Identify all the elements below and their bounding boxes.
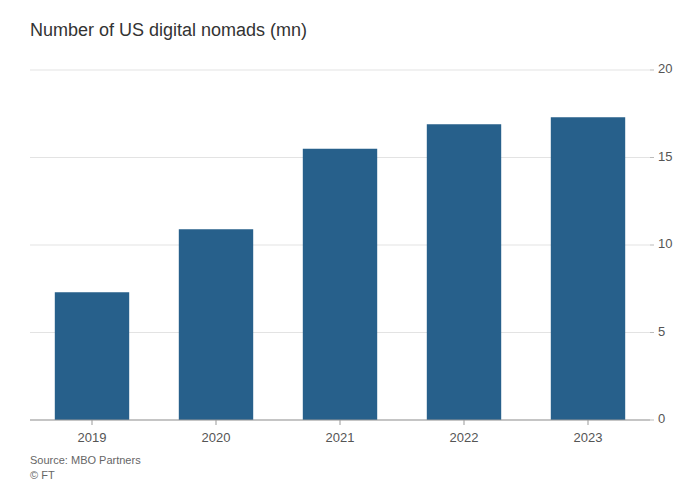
y-tick [650,70,654,71]
bar [427,124,501,420]
bar [179,229,253,420]
y-tick [650,332,654,333]
x-tick [464,420,465,425]
x-tick [92,420,93,425]
y-tick-label: 20 [658,61,672,76]
y-tick-label: 0 [658,411,665,426]
x-tick [588,420,589,425]
x-tick [216,420,217,425]
grid-line [30,70,650,71]
x-tick [340,420,341,425]
source-line: © FT [30,469,55,481]
bars [55,117,625,420]
bar [55,292,129,420]
source-line: Source: MBO Partners [30,454,141,466]
chart-svg: Number of US digital nomads (mn) 0 5 10 15 20… [0,0,700,500]
grid [30,70,650,420]
x-tick-label: 2022 [450,430,479,445]
x-tick-label: 2023 [574,430,603,445]
bar [303,149,377,420]
page: {"chart_data": {"type": "bar", "title": … [0,0,700,500]
bar [551,117,625,420]
y-tick [650,245,654,246]
y-tick [650,157,654,158]
y-tick [650,420,654,421]
y-tick-label: 15 [658,149,672,164]
y-axis: 0 5 10 15 20 [650,61,672,426]
title: Number of US digital nomads (mn) [30,20,307,40]
chart-container: Number of US digital nomads (mn) 0 5 10 15 20… [0,0,700,500]
x-tick-label: 2021 [326,430,355,445]
y-tick-label: 5 [658,324,665,339]
x-axis: 2019 2020 2021 2022 2023 [30,420,650,445]
x-tick-label: 2019 [78,430,107,445]
source-note: Source: MBO Partners © FT [30,454,141,481]
x-tick-label: 2020 [202,430,231,445]
y-tick-label: 10 [658,236,672,251]
